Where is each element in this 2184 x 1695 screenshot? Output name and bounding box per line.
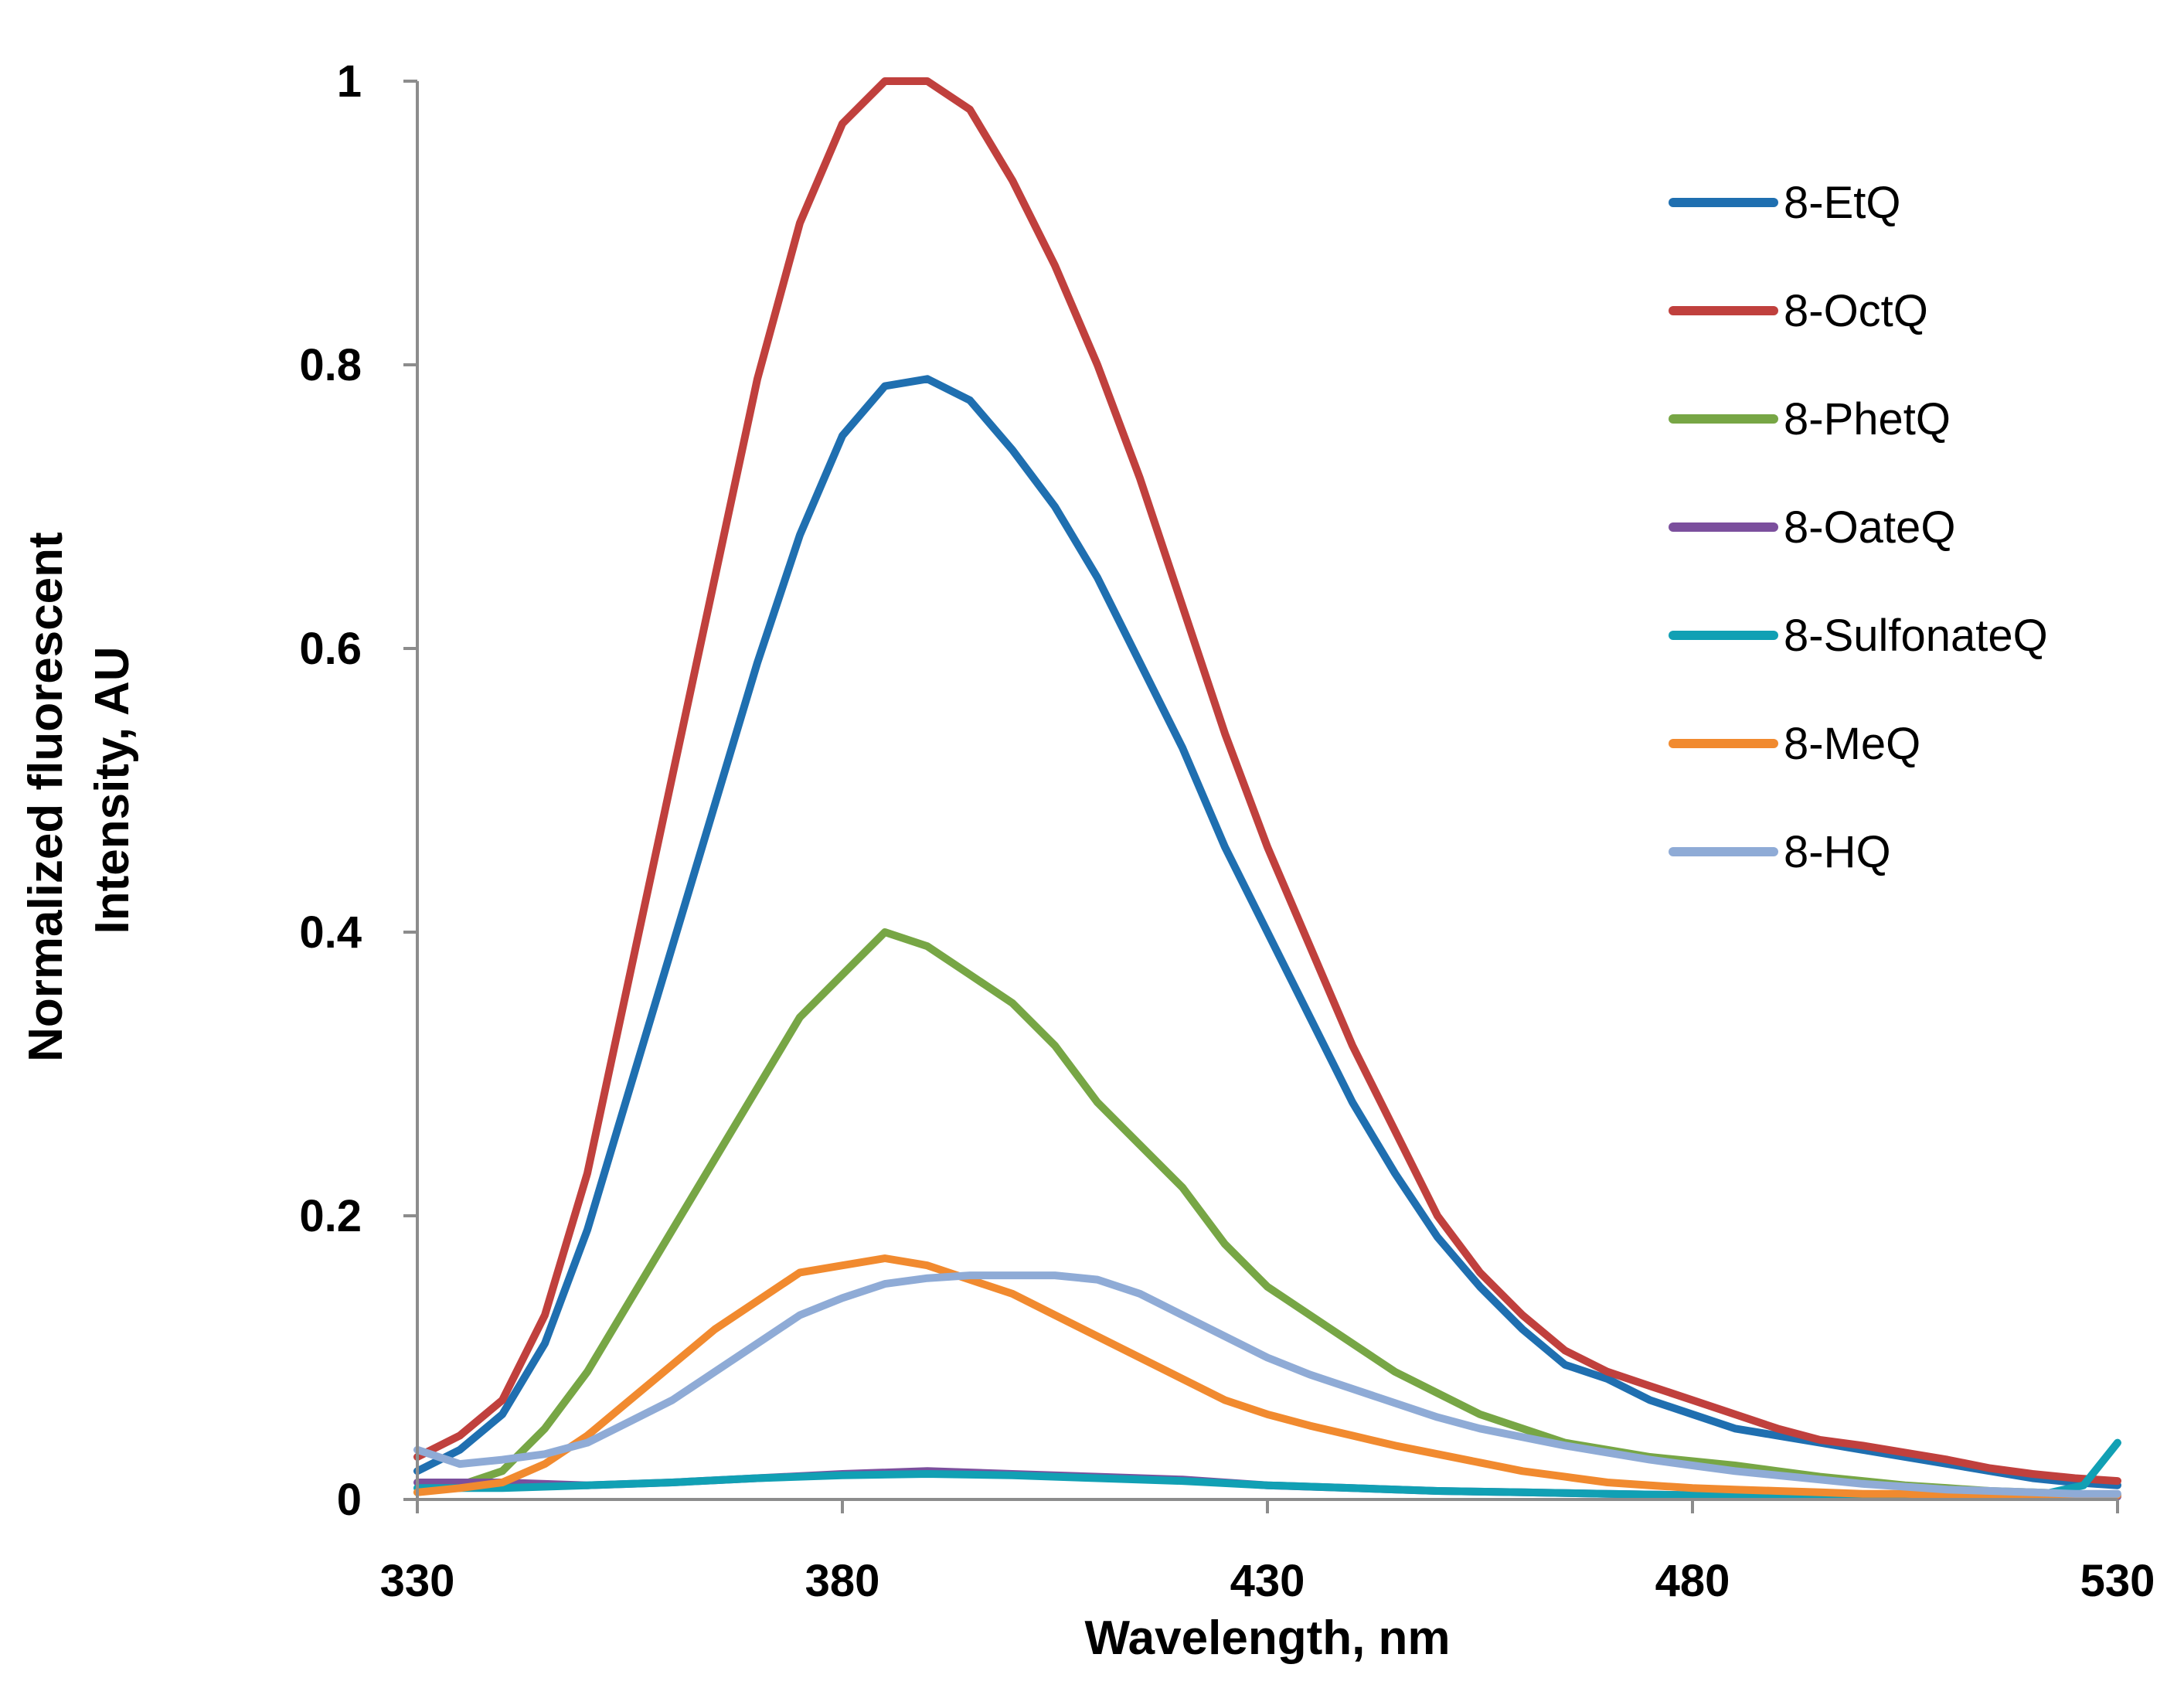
series-line-8-meq bbox=[413, 1254, 2121, 1499]
legend-label-8-oateq: 8-OateQ bbox=[1784, 502, 1955, 553]
x-tick-label: 430 bbox=[1230, 1556, 1305, 1606]
tick-labels: 0 0.2 0.4 0.6 0.8 1 330 380 430 480 530 bbox=[299, 56, 2155, 1606]
legend-label-8-octq: 8-OctQ bbox=[1784, 286, 1928, 336]
y-axis-title-line-2: Intensity, AU bbox=[86, 646, 139, 934]
legend-label-8-etq: 8-EtQ bbox=[1784, 178, 1901, 228]
x-tick-label: 480 bbox=[1655, 1556, 1730, 1606]
series-line-8-hq bbox=[413, 1271, 2121, 1498]
y-tick-label: 0.8 bbox=[299, 340, 362, 390]
legend: 8-EtQ 8-OctQ 8-PhetQ 8-OateQ 8-SulfonateQ 8-M… bbox=[1669, 178, 2048, 877]
y-tick-label: 0 bbox=[337, 1475, 362, 1525]
x-tick-label: 380 bbox=[805, 1556, 880, 1606]
plot-lines bbox=[413, 77, 2121, 1501]
legend-label-8-hq: 8-HQ bbox=[1784, 827, 1891, 877]
x-axis-title: Wavelength, nm bbox=[1084, 1612, 1450, 1665]
legend-label-8-phetq: 8-PhetQ bbox=[1784, 394, 1951, 444]
y-tick-label: 0.6 bbox=[299, 624, 362, 674]
series-line-8-octq bbox=[413, 77, 2121, 1486]
legend-label-8-meq: 8-MeQ bbox=[1784, 719, 1920, 769]
y-tick-label: 0.4 bbox=[299, 907, 362, 958]
x-tick-label: 330 bbox=[380, 1556, 455, 1606]
tick-marks bbox=[403, 80, 2119, 1513]
y-tick-label: 0.2 bbox=[299, 1191, 362, 1241]
y-tick-label: 1 bbox=[337, 56, 362, 107]
y-axis-title: Normalized fluorescent Intensity, AU bbox=[19, 519, 139, 1062]
x-tick-label: 530 bbox=[2080, 1556, 2155, 1606]
legend-label-8-sulfonateq: 8-SulfonateQ bbox=[1784, 611, 2048, 661]
y-axis-title-line-1: Normalized fluorescent bbox=[19, 532, 73, 1062]
